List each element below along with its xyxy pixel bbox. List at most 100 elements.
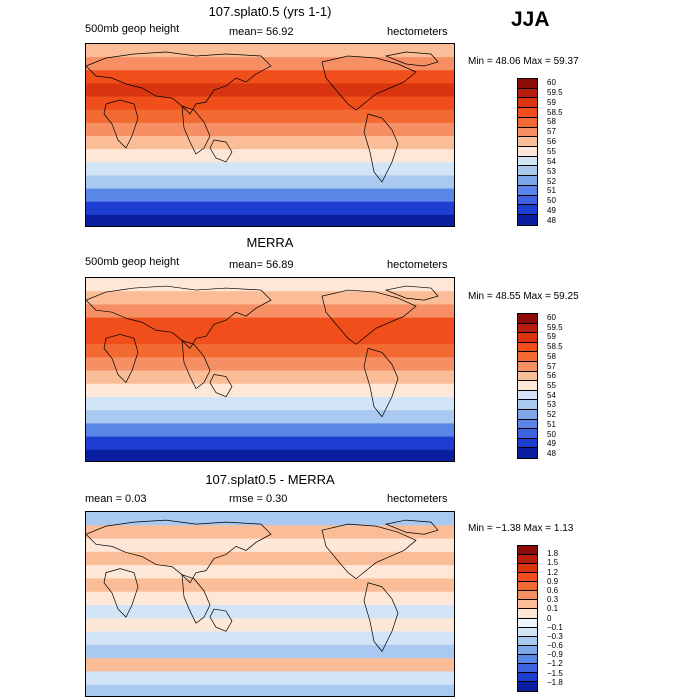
coastline <box>209 139 233 163</box>
colorbar-swatch <box>518 215 537 225</box>
coastline <box>384 51 439 67</box>
colorbar-swatch <box>518 429 537 439</box>
colorbar-swatch <box>518 185 537 196</box>
colorbar-tick-label: 51 <box>547 419 556 429</box>
colorbar-swatch <box>518 156 537 167</box>
colorbar-swatch <box>518 381 537 391</box>
coastline <box>384 285 439 301</box>
colorbar-tick-label: 58 <box>547 351 556 361</box>
season-label: JJA <box>511 8 550 31</box>
colorbar-swatch <box>518 546 537 556</box>
contour-band <box>86 357 454 372</box>
coastline <box>181 574 211 624</box>
colorbar-tick-label: 0.3 <box>547 595 559 605</box>
colorbar-tick-label: 56 <box>547 371 556 381</box>
colorbar-swatch <box>518 176 537 186</box>
colorbar-tick-label: −0.6 <box>547 641 563 651</box>
panel-1-minmax: Min = 48.06 Max = 59.37 <box>468 56 579 67</box>
colorbar-swatch <box>518 127 537 138</box>
panel-3-title: 107.splat0.5 - MERRA <box>205 472 335 487</box>
colorbar-swatch <box>518 361 537 372</box>
coastline <box>86 51 272 115</box>
coastline <box>86 519 272 584</box>
colorbar-tick-label: 52 <box>547 176 556 186</box>
colorbar-swatch <box>518 400 537 410</box>
panel-2-colorbar <box>517 313 538 459</box>
panel-1-variable-label: 500mb geop height <box>85 23 180 35</box>
contour-band <box>86 449 454 461</box>
coastline <box>103 333 139 384</box>
contour-band <box>86 188 454 203</box>
contour-band <box>86 671 454 686</box>
contour-band <box>86 410 454 425</box>
contour-band <box>86 57 454 72</box>
colorbar-swatch <box>518 582 537 592</box>
panel-3-units-label: hectometers <box>387 493 448 505</box>
panel-3-map-plot <box>86 512 454 696</box>
colorbar-tick-label: 50 <box>547 196 556 206</box>
colorbar-tick-label: −0.3 <box>547 631 563 641</box>
colorbar-swatch <box>518 137 537 148</box>
colorbar-tick-label: 0.1 <box>547 604 559 614</box>
panel-3-map <box>85 511 455 697</box>
colorbar-swatch <box>518 636 537 646</box>
colorbar-swatch <box>518 609 537 619</box>
panel-3-rmse-label: rmse = 0.30 <box>229 493 288 505</box>
panel-3-colorbar <box>517 545 538 692</box>
colorbar-tick-label: 48 <box>547 216 556 226</box>
colorbar-swatch <box>518 419 537 430</box>
colorbar-swatch <box>518 371 537 382</box>
contour-band <box>86 344 454 359</box>
colorbar-tick-label: −0.9 <box>547 650 563 660</box>
contour-band <box>86 175 454 190</box>
contour-band <box>86 565 454 580</box>
panel-1-map-plot <box>86 44 454 226</box>
contour-band <box>86 136 454 151</box>
coastline <box>103 99 139 149</box>
coastline <box>363 582 399 653</box>
contour-band <box>86 291 454 306</box>
colorbar-tick-label: 50 <box>547 429 556 439</box>
colorbar-tick-label: 49 <box>547 439 556 449</box>
colorbar-swatch <box>518 681 537 691</box>
colorbar-swatch <box>518 314 537 324</box>
colorbar-swatch <box>518 166 537 177</box>
colorbar-tick-label: 58.5 <box>547 107 563 117</box>
contour-band <box>86 70 454 85</box>
panel-1-title: 107.splat0.5 (yrs 1-1) <box>208 4 332 19</box>
colorbar-tick-label: 54 <box>547 390 556 400</box>
colorbar-swatch <box>518 654 537 664</box>
coastline <box>181 339 211 390</box>
colorbar-tick-label: 1.2 <box>547 567 559 577</box>
contour-band <box>86 512 454 527</box>
coastline <box>86 285 272 349</box>
colorbar-swatch <box>518 663 537 673</box>
contour-band <box>86 383 454 398</box>
colorbar-tick-label: −0.1 <box>547 622 563 632</box>
coastline <box>209 374 233 398</box>
colorbar-swatch <box>518 409 537 420</box>
colorbar-tick-label: 59.5 <box>547 322 563 332</box>
contour-band <box>86 122 454 137</box>
colorbar-swatch <box>518 573 537 583</box>
contour-band <box>86 278 454 293</box>
colorbar-tick-label: 1.5 <box>547 558 559 568</box>
colorbar-swatch <box>518 323 537 334</box>
panel-1-mean-label: mean= 56.92 <box>229 26 294 38</box>
contour-band <box>86 618 454 633</box>
contour-band <box>86 684 454 696</box>
colorbar-tick-label: 55 <box>547 381 556 390</box>
colorbar-tick-label: 60 <box>547 312 556 322</box>
colorbar-tick-label: 60 <box>547 77 556 87</box>
coastline <box>181 105 211 155</box>
colorbar-swatch <box>518 352 537 362</box>
contour-band <box>86 631 454 646</box>
colorbar-tick-label: 56 <box>547 137 556 147</box>
contour-band <box>86 525 454 540</box>
colorbar-swatch <box>518 645 537 655</box>
colorbar-tick-label: 0.9 <box>547 576 559 586</box>
colorbar-swatch <box>518 342 537 353</box>
panel-2-minmax: Min = 48.55 Max = 59.25 <box>468 291 579 302</box>
panel-3-mean-label: mean = 0.03 <box>85 493 147 505</box>
contour-band <box>86 109 454 124</box>
